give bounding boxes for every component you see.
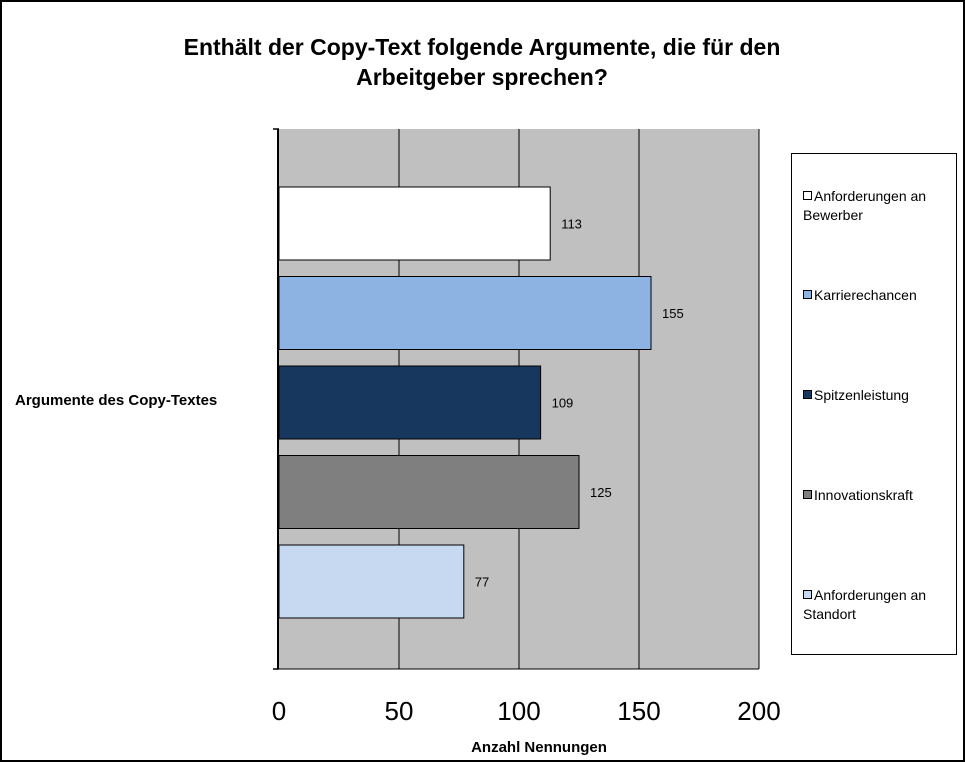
legend-label: Innovationskraft: [814, 487, 913, 503]
bar: [278, 186, 551, 261]
legend-label: Anforderungen an Bewerber: [803, 188, 927, 223]
legend-item: Anforderungen an Bewerber: [803, 187, 953, 225]
y-axis-label: Argumente des Copy-Textes: [15, 392, 218, 409]
bar: [278, 365, 542, 440]
chart-title-line-2: Arbeitgeber sprechen?: [356, 64, 608, 90]
x-axis-label: Anzahl Nennungen: [471, 739, 607, 756]
x-tick-label: 200: [737, 696, 780, 726]
legend-swatch: [803, 390, 812, 399]
chart-title-line-1: Enthält der Copy-Text folgende Argumente…: [183, 34, 781, 60]
legend-item: Innovationskraft: [803, 486, 953, 505]
bar-value-label: 155: [662, 306, 684, 321]
legend-swatch: [803, 191, 812, 200]
x-tick-label: 100: [497, 696, 540, 726]
bar-value-label: 125: [590, 485, 612, 500]
legend-item: Spitzenleistung: [803, 386, 953, 405]
legend-label: Anforderungen an Standort: [803, 587, 927, 622]
x-tick-label: 150: [617, 696, 660, 726]
chart-legend: Anforderungen an Bewerber Karrierechancen…: [791, 153, 957, 655]
bar: [278, 276, 652, 350]
bar-value-label: 77: [475, 575, 489, 590]
legend-swatch: [803, 490, 812, 499]
legend-swatch: [803, 290, 812, 299]
legend-item: Karrierechancen: [803, 286, 953, 305]
x-tick-label: 50: [385, 696, 414, 726]
bar: [278, 544, 465, 619]
legend-label: Spitzenleistung: [814, 387, 909, 403]
bar-value-label: 109: [552, 396, 574, 411]
legend-label: Karrierechancen: [814, 287, 917, 303]
legend-item: Anforderungen an Standort: [803, 586, 953, 624]
bar-value-label: 113: [561, 217, 582, 232]
chart-title: Enthält der Copy-Text folgende Argumente…: [82, 32, 882, 92]
bar: [278, 455, 580, 529]
x-tick-label: 0: [272, 696, 286, 726]
legend-swatch: [803, 590, 812, 599]
